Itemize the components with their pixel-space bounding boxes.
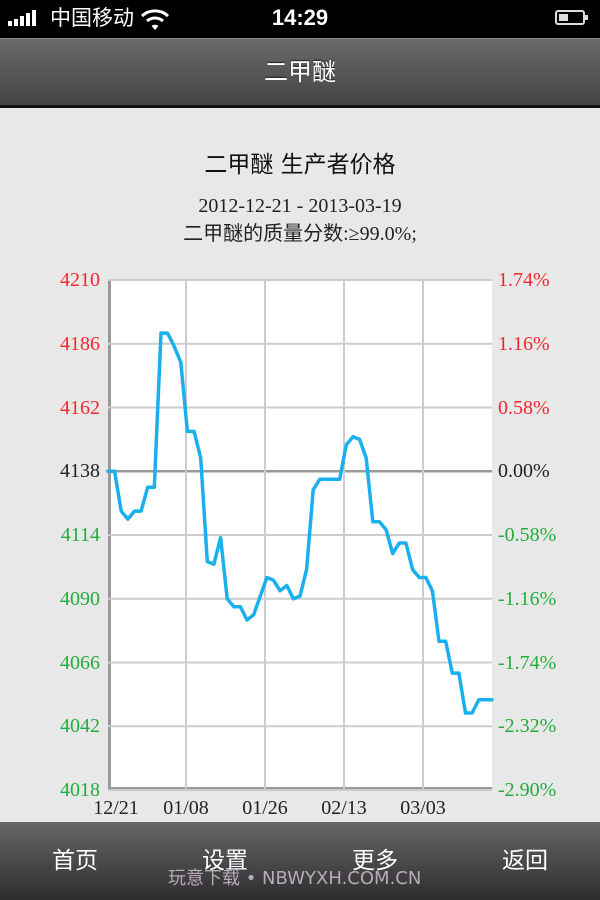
y2-tick-label: 1.16%: [498, 332, 550, 355]
x-tick-label: 01/08: [163, 797, 209, 819]
status-bar: 中国移动 14:29: [0, 0, 600, 38]
y2-tick-label: -1.74%: [498, 651, 557, 674]
chart-spec: 二甲醚的质量分数:≥99.0%;: [183, 223, 417, 245]
battery-icon: [555, 10, 588, 25]
watermark: 玩意下载 • NBWYXH.COM.CN: [168, 868, 422, 889]
tab-more[interactable]: 更多: [352, 848, 398, 874]
y-tick-label: 4114: [60, 524, 100, 546]
tab-home[interactable]: 首页: [52, 848, 98, 874]
y-tick-label: 4138: [60, 460, 100, 483]
y-tick-label: 4042: [60, 715, 100, 738]
x-tick-label: 03/03: [400, 797, 446, 819]
y2-tick-label: 0.58%: [498, 396, 550, 419]
y2-tick-label: -1.16%: [498, 587, 557, 610]
y-tick-label: 4210: [60, 269, 100, 291]
chart-date-range: 2012-12-21 - 2013-03-19: [198, 195, 402, 217]
tab-back[interactable]: 返回: [502, 848, 548, 874]
y2-tick-label: -2.32%: [498, 715, 557, 738]
y2-tick-label: 1.74%: [498, 269, 550, 291]
y2-tick-label: 0.00%: [498, 460, 550, 483]
y-tick-label: 4066: [60, 651, 100, 674]
y-tick-label: 4162: [60, 396, 100, 419]
y2-tick-label: -2.90%: [498, 779, 557, 801]
chart-title: 二甲醚 生产者价格: [204, 152, 396, 178]
tab-bar: 首页 设置 更多 返回: [0, 822, 600, 900]
wifi-icon: [140, 9, 170, 30]
x-tick-label: 01/26: [242, 797, 288, 819]
x-tick-label: 12/21: [93, 797, 139, 819]
y-tick-label: 4186: [60, 332, 100, 355]
tab-settings[interactable]: 设置: [202, 848, 248, 874]
y2-tick-label: -0.58%: [498, 524, 557, 546]
page-title: 二甲醚: [264, 58, 336, 86]
carrier-name: 中国移动: [50, 6, 134, 30]
x-tick-label: 02/13: [321, 797, 367, 819]
navigation-bar: 二甲醚: [0, 38, 600, 108]
y-tick-label: 4090: [60, 587, 100, 610]
clock-time: 14:29: [271, 5, 329, 30]
signal-bars-icon: [8, 10, 36, 26]
y-tick-label: 4018: [60, 779, 100, 801]
